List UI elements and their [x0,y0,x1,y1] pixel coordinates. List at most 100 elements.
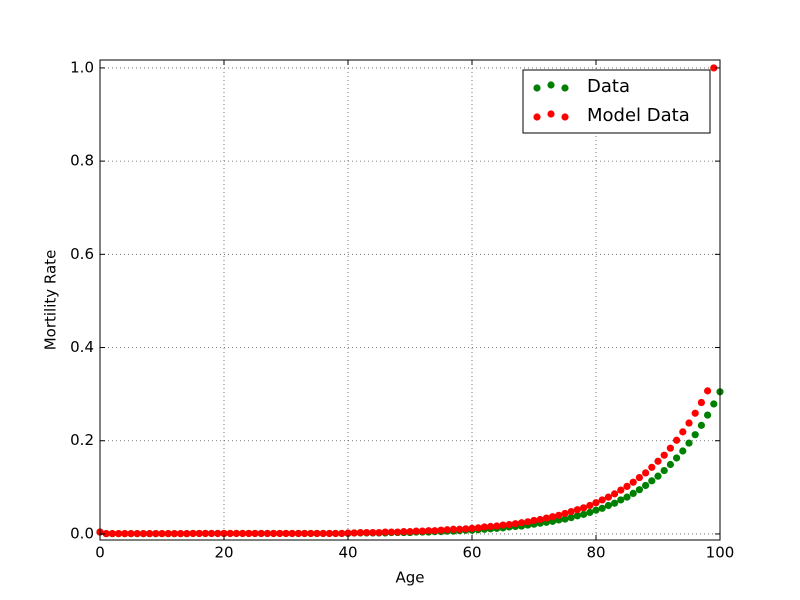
data-point [697,398,706,407]
data-point [468,524,476,532]
data-point [133,529,141,538]
data-point [232,529,240,538]
data-point [139,529,147,538]
data-point [115,529,123,538]
data-point [251,529,259,538]
data-point [592,506,600,514]
data-point [121,529,129,538]
data-point [660,451,668,459]
data-point [697,421,706,429]
data-point [611,490,619,498]
data-point [642,469,650,477]
data-point [102,529,110,538]
x-tick-label: 60 [462,544,481,562]
data-point [679,428,687,436]
x-tick-label: 40 [338,544,357,562]
data-point [592,499,600,507]
data-point [449,525,457,533]
y-tick-label: 0.8 [70,152,94,170]
data-point [666,460,675,469]
data-point [480,523,488,531]
y-tick-label: 0.2 [70,431,94,449]
data-point [530,516,538,525]
data-point [183,529,191,538]
data-point [152,529,160,538]
data-point [623,493,631,501]
x-tick-label: 80 [586,544,605,562]
data-point [487,522,495,531]
data-point [195,529,203,538]
legend-marker [561,113,569,121]
data-point [499,521,507,529]
legend: Data Model Data [522,69,711,134]
axes-frame [99,59,721,541]
data-point [375,528,383,537]
data-point [344,529,352,537]
data-point [338,529,346,538]
data-point [642,481,650,490]
data-point [542,514,551,522]
data-point [604,493,613,501]
data-point [127,529,135,538]
data-point [418,527,426,535]
data-point [511,520,519,528]
data-point [536,515,544,524]
data-point [220,529,228,538]
data-point [648,477,656,485]
data-point [108,529,116,538]
data-point [462,525,470,533]
legend-marker [533,113,541,121]
legend-marker [547,110,555,118]
data-point [387,528,395,536]
data-point [691,431,699,439]
legend-box [522,69,711,134]
data-point [505,521,513,529]
data-point [443,526,451,534]
data-point [146,529,154,538]
data-point [350,529,358,537]
data-point [679,447,687,455]
data-point [319,529,327,538]
x-tick-label: 100 [706,544,735,562]
data-point [654,457,662,465]
data-point [356,528,364,537]
data-point [685,419,693,427]
data-point [257,529,265,538]
legend-label: Model Data [587,105,690,126]
data-point [412,527,420,535]
data-point [332,529,340,538]
data-point [555,511,563,519]
legend-marker [533,84,541,92]
data-point [648,463,656,471]
data-point [325,529,333,538]
data-point [617,486,625,494]
y-tick-label: 0.4 [70,338,94,356]
data-point [177,529,185,538]
data-point [276,529,284,538]
data-point [474,524,482,532]
data-point [673,454,681,462]
data-point [573,512,582,520]
data-point [369,528,377,537]
data-point [270,529,278,538]
data-point [226,529,234,538]
data-point [654,472,662,480]
data-point [208,529,216,538]
y-tick-label: 1.0 [70,58,94,76]
legend-marker [547,81,555,89]
data-point [493,522,501,530]
data-point [617,496,625,504]
data-point [164,529,172,538]
y-tick-label: 0.6 [70,245,94,263]
data-point [666,444,675,452]
data-point [437,526,445,534]
data-point [431,527,439,535]
data-point [567,507,575,516]
data-point [313,529,321,538]
x-axis-label: Age [395,569,424,587]
data-point [294,529,302,538]
data-point [673,436,681,444]
data-point [710,64,718,72]
data-point [406,528,414,536]
